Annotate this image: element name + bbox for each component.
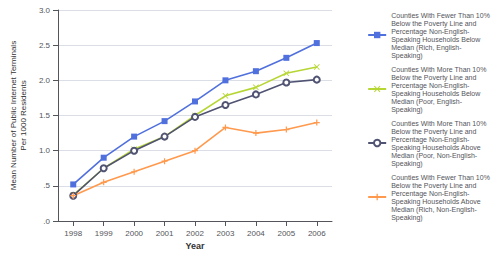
svg-text:1.0: 1.0 [39, 146, 51, 155]
svg-text:.5: .5 [43, 181, 50, 190]
svg-text:Percentage Non-English-: Percentage Non-English- [391, 28, 470, 36]
svg-text:.0: .0 [43, 217, 50, 226]
svg-text:2005: 2005 [277, 229, 295, 238]
svg-text:Speaking Households Above: Speaking Households Above [391, 144, 481, 152]
svg-text:Counties With More Than 10%: Counties With More Than 10% [391, 120, 486, 127]
svg-text:2001: 2001 [156, 229, 174, 238]
svg-text:Below the Poverty Line and: Below the Poverty Line and [391, 182, 476, 190]
svg-text:Counties With Fewer Than 10%: Counties With Fewer Than 10% [391, 174, 490, 181]
svg-text:Median (Poor, English-: Median (Poor, English- [391, 98, 462, 106]
svg-text:1.5: 1.5 [39, 111, 51, 120]
svg-text:Percentage Non-English-: Percentage Non-English- [391, 136, 470, 144]
svg-text:1998: 1998 [64, 229, 82, 238]
svg-text:Below the Poverty Line and: Below the Poverty Line and [391, 74, 476, 82]
svg-text:Mean Number of Public Internet: Mean Number of Public Internet Terminals [9, 41, 18, 190]
svg-text:Percentage Non-English-: Percentage Non-English- [391, 190, 470, 198]
svg-text:2003: 2003 [217, 229, 235, 238]
svg-text:2.5: 2.5 [39, 41, 51, 50]
svg-text:Median (Poor, Non-English-: Median (Poor, Non-English- [391, 152, 478, 160]
svg-text:Speaking Households Below: Speaking Households Below [391, 90, 481, 98]
svg-text:2004: 2004 [247, 229, 265, 238]
svg-text:Year: Year [185, 241, 205, 251]
svg-text:2002: 2002 [186, 229, 204, 238]
svg-text:Median (Rich, Non-English-: Median (Rich, Non-English- [391, 206, 477, 214]
svg-text:Below the Poverty Line and: Below the Poverty Line and [391, 20, 476, 28]
svg-text:Per 1000 Residents: Per 1000 Residents [19, 80, 28, 150]
svg-text:Speaking Households Below: Speaking Households Below [391, 36, 481, 44]
svg-text:Speaking): Speaking) [391, 160, 423, 168]
svg-text:2000: 2000 [125, 229, 143, 238]
svg-text:Counties With Fewer Than 10%: Counties With Fewer Than 10% [391, 12, 490, 19]
svg-text:3.0: 3.0 [39, 6, 51, 15]
svg-text:Below the Poverty Line and: Below the Poverty Line and [391, 128, 476, 136]
svg-text:2.0: 2.0 [39, 76, 51, 85]
svg-text:2006: 2006 [308, 229, 326, 238]
svg-text:Speaking): Speaking) [391, 52, 423, 60]
svg-text:Counties With More Than 10%: Counties With More Than 10% [391, 66, 486, 73]
svg-text:Percentage Non-English-: Percentage Non-English- [391, 82, 470, 90]
svg-text:Speaking): Speaking) [391, 106, 423, 114]
svg-text:Speaking): Speaking) [391, 214, 423, 222]
svg-text:1999: 1999 [95, 229, 113, 238]
svg-text:Speaking Households Above: Speaking Households Above [391, 198, 481, 206]
svg-text:Median (Rich, English-: Median (Rich, English- [391, 44, 462, 52]
